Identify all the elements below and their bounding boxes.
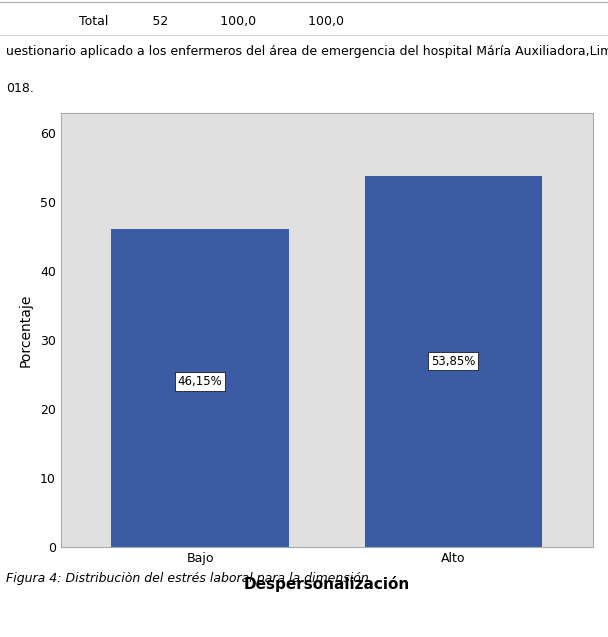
X-axis label: Despersonalización: Despersonalización: [244, 576, 410, 592]
Text: 018.: 018.: [6, 82, 34, 95]
Bar: [365, 176, 542, 547]
Text: 46,15%: 46,15%: [178, 375, 223, 388]
Y-axis label: Porcentaje: Porcentaje: [19, 293, 33, 367]
Bar: [111, 229, 289, 547]
Text: uestionario aplicado a los enfermeros del área de emergencia del hospital Máría : uestionario aplicado a los enfermeros de…: [6, 45, 608, 58]
Text: 53,85%: 53,85%: [431, 355, 475, 368]
Text: Figura 4: Distribuciòn del estrés laboral para la dimensión: Figura 4: Distribuciòn del estrés labora…: [6, 571, 369, 585]
Text: Total           52             100,0             100,0: Total 52 100,0 100,0: [79, 15, 344, 28]
